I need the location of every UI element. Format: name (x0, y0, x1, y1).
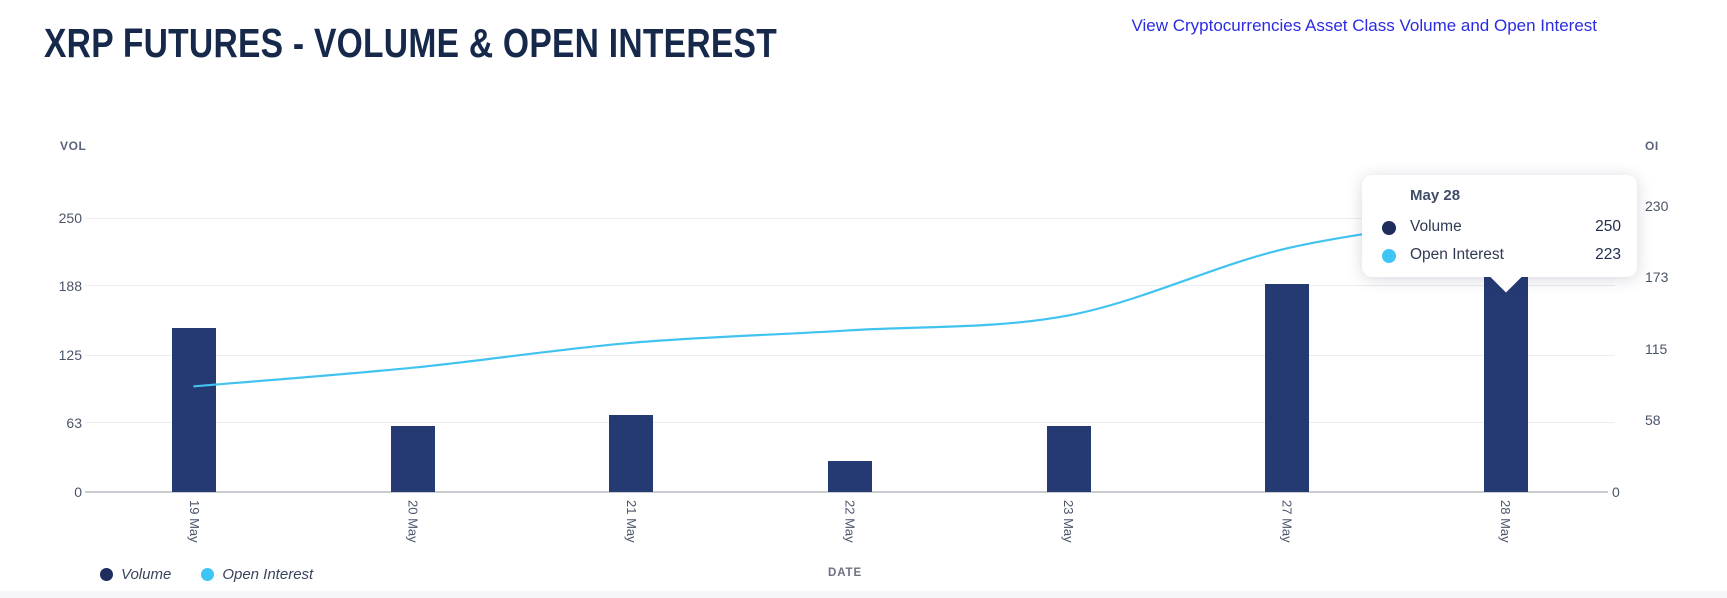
legend-label-open-interest: Open Interest (222, 566, 314, 583)
chart-title: XRP FUTURES - VOLUME & OPEN INTEREST (44, 20, 778, 66)
right-tick-label: 173 (1645, 268, 1669, 285)
volume-legend-dot-icon (100, 568, 113, 581)
open-interest-legend-dot-icon (201, 568, 215, 581)
x-tick-label: 28 May (1498, 500, 1514, 543)
right-tick-label: 230 (1645, 198, 1669, 214)
tooltip-open-interest-dot-icon (1382, 249, 1396, 263)
date-axis-label: DATE (828, 567, 863, 579)
right-tick-label: 115 (1645, 341, 1668, 357)
left-tick-label: 250 (58, 210, 82, 226)
oi-axis-label: OI (1645, 139, 1659, 153)
volume-bar[interactable] (828, 461, 872, 492)
gridline (85, 354, 1615, 356)
left-tick-label: 63 (66, 414, 82, 431)
tooltip: May 28 Volume 250 Open Interest 223 (1362, 175, 1637, 277)
gridline (85, 285, 1615, 287)
x-tick-label: 23 May (1061, 500, 1077, 543)
x-tick-label: 27 May (1279, 500, 1295, 543)
left-tick-label: 188 (58, 277, 82, 294)
legend-item-open-interest[interactable]: Open Interest (201, 566, 313, 583)
open-interest-line[interactable] (193, 213, 1507, 388)
x-tick-label: 19 May (186, 500, 202, 543)
tooltip-title: May 28 (1410, 187, 1461, 204)
gridline (85, 217, 1615, 219)
tooltip-open-interest-label: Open Interest (1410, 246, 1504, 263)
tooltip-volume-value: 250 (1595, 218, 1621, 235)
x-axis-line (85, 491, 1608, 493)
tooltip-row: Volume 250 (1362, 216, 1637, 240)
x-tick-label: 21 May (623, 500, 639, 543)
legend-label-volume: Volume (121, 566, 172, 583)
gridline (85, 422, 1615, 424)
view-asset-class-link[interactable]: View Cryptocurrencies Asset Class Volume… (1131, 16, 1597, 35)
legend-item-volume[interactable]: Volume (100, 566, 171, 583)
section-divider (0, 591, 1727, 598)
vol-axis-label: VOL (60, 139, 87, 153)
volume-bar[interactable] (172, 327, 217, 492)
legend: Volume Open Interest (100, 566, 313, 583)
x-tick-label: 20 May (405, 500, 421, 543)
right-tick-label: 0 (1612, 484, 1620, 500)
x-tick-label: 22 May (842, 500, 858, 543)
right-tick-label: 58 (1645, 411, 1661, 428)
volume-bar[interactable] (1046, 426, 1091, 492)
volume-bar[interactable] (1265, 283, 1310, 492)
left-tick-label: 0 (74, 484, 82, 500)
tooltip-open-interest-value: 223 (1595, 246, 1621, 263)
tooltip-row: Open Interest 223 (1362, 244, 1637, 268)
tooltip-volume-dot-icon (1382, 221, 1396, 235)
volume-bar[interactable] (609, 415, 654, 492)
volume-bar[interactable] (390, 426, 435, 492)
tooltip-volume-label: Volume (1410, 218, 1462, 235)
left-tick-label: 125 (58, 347, 82, 363)
